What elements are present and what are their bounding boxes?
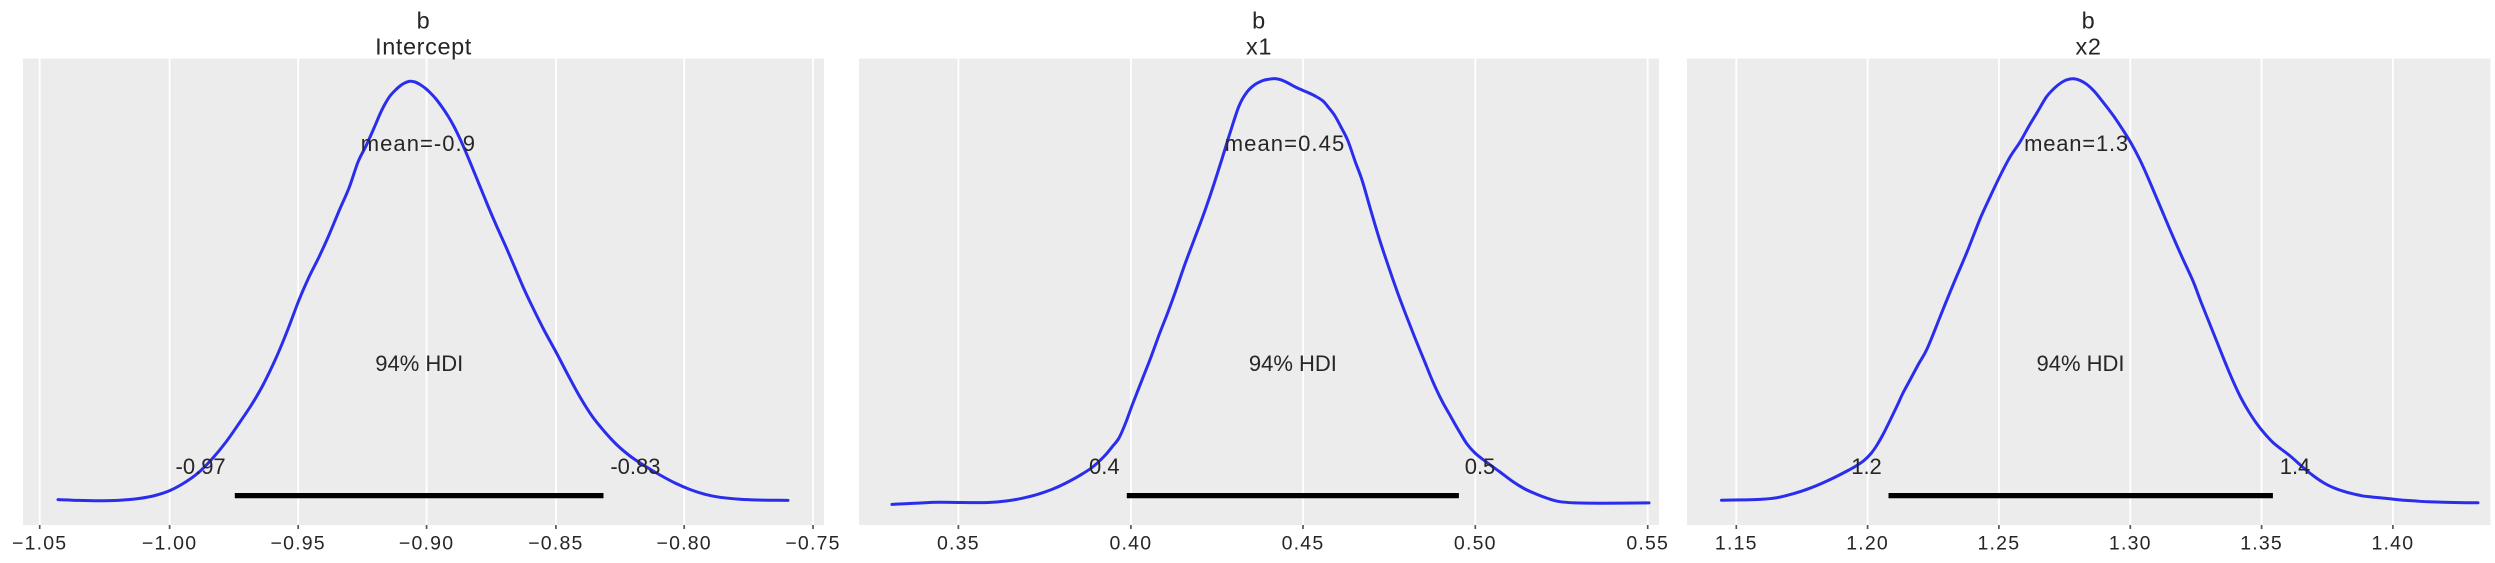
svg-text:94% HDI: 94% HDI: [1249, 351, 1337, 376]
svg-text:−0.85: −0.85: [528, 533, 583, 555]
svg-text:−0.95: −0.95: [271, 533, 326, 555]
svg-text:1.40: 1.40: [2372, 533, 2415, 555]
svg-text:−0.75: −0.75: [785, 533, 840, 555]
svg-text:-0.97: -0.97: [176, 454, 226, 479]
svg-text:x1: x1: [1246, 34, 1272, 60]
svg-text:94% HDI: 94% HDI: [2036, 351, 2124, 376]
svg-text:−0.90: −0.90: [399, 533, 454, 555]
svg-text:1.30: 1.30: [2109, 533, 2152, 555]
svg-text:0.4: 0.4: [1089, 454, 1120, 479]
svg-text:0.45: 0.45: [1282, 533, 1325, 555]
svg-text:mean=1.3: mean=1.3: [2024, 131, 2129, 156]
svg-text:1.35: 1.35: [2240, 533, 2283, 555]
svg-text:-0.83: -0.83: [610, 454, 660, 479]
svg-text:−1.05: −1.05: [12, 533, 67, 555]
svg-text:1.15: 1.15: [1715, 533, 1758, 555]
svg-text:b: b: [417, 8, 431, 34]
svg-text:−1.00: −1.00: [142, 533, 197, 555]
svg-text:Intercept: Intercept: [375, 34, 472, 60]
svg-text:0.40: 0.40: [1110, 533, 1153, 555]
svg-text:−0.80: −0.80: [657, 533, 712, 555]
svg-text:0.50: 0.50: [1454, 533, 1497, 555]
svg-text:0.35: 0.35: [937, 533, 980, 555]
svg-text:0.5: 0.5: [1465, 454, 1496, 479]
svg-text:1.20: 1.20: [1846, 533, 1889, 555]
svg-text:0.55: 0.55: [1626, 533, 1669, 555]
svg-text:1.4: 1.4: [2280, 454, 2311, 479]
svg-text:1.2: 1.2: [1851, 454, 1882, 479]
svg-text:mean=-0.9: mean=-0.9: [361, 131, 476, 156]
svg-text:mean=0.45: mean=0.45: [1225, 131, 1346, 156]
svg-text:x2: x2: [2075, 34, 2101, 60]
svg-text:b: b: [2082, 8, 2096, 34]
svg-text:1.25: 1.25: [1978, 533, 2021, 555]
svg-text:b: b: [1252, 8, 1266, 34]
svg-text:94% HDI: 94% HDI: [375, 351, 463, 376]
